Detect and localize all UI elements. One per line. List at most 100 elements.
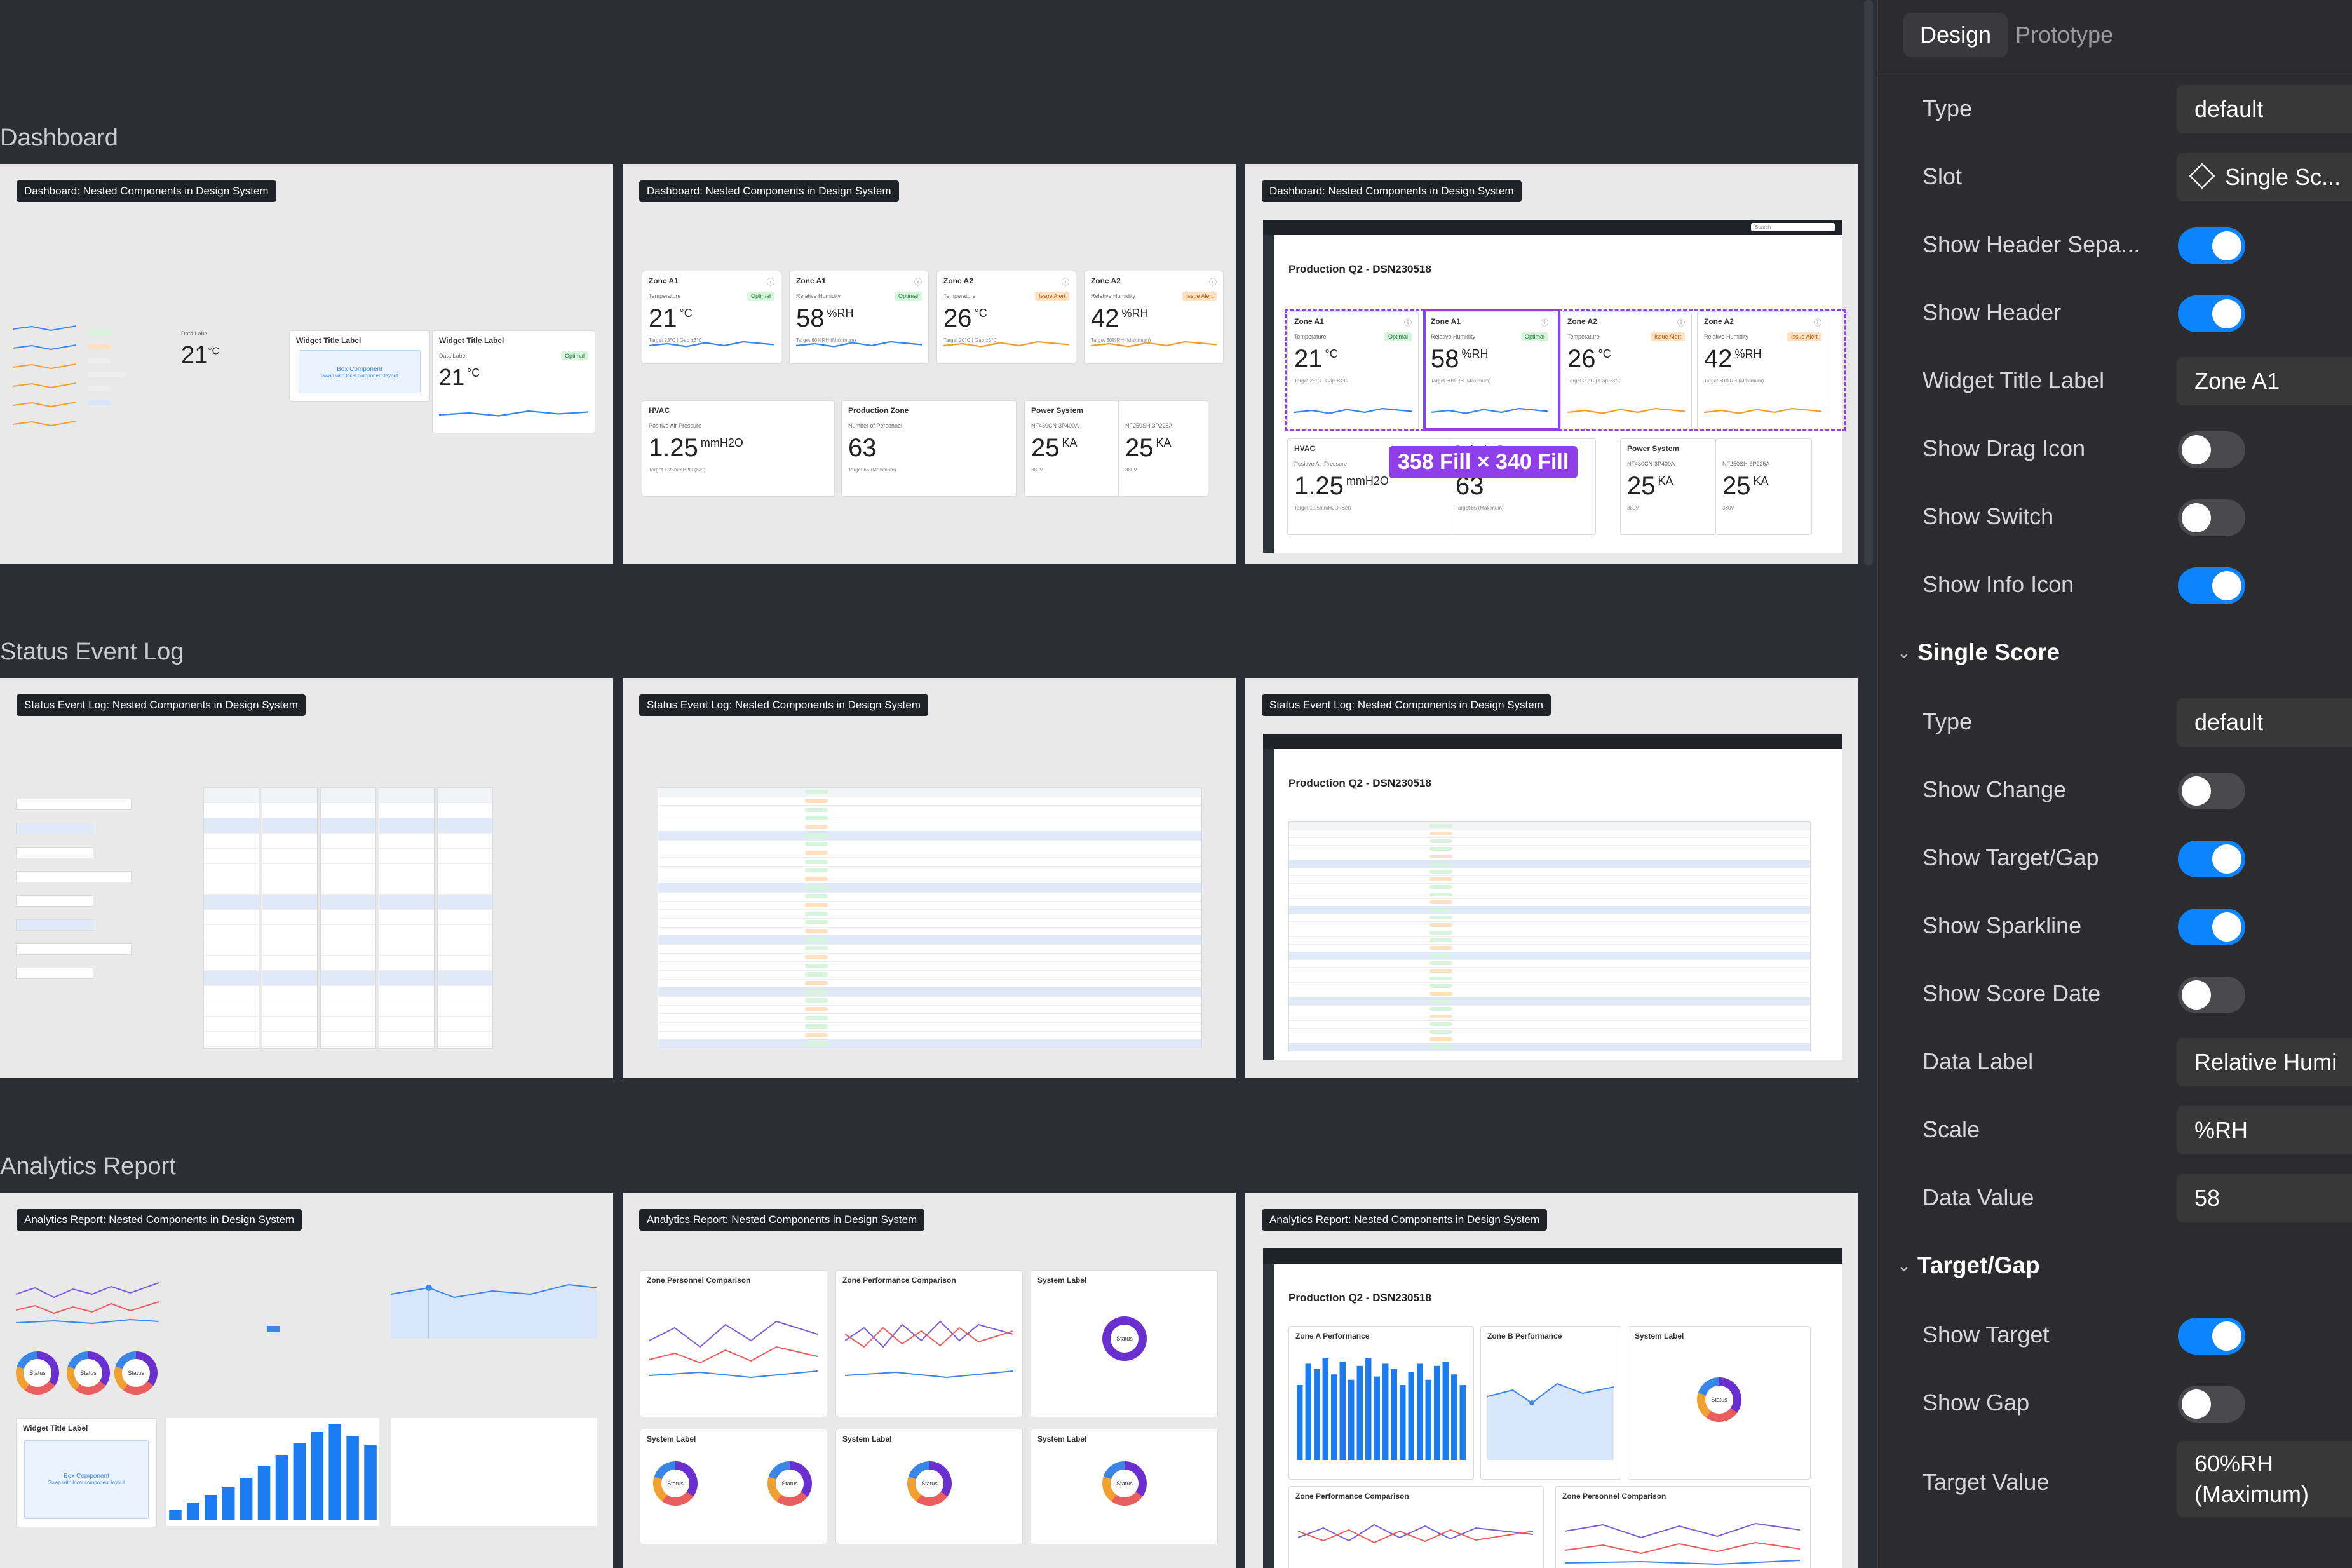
table-row[interactable] [1289,997,1810,1006]
table-row[interactable] [658,797,1201,806]
show-info-icon-toggle[interactable] [2178,567,2245,604]
table-row[interactable] [1289,952,1810,960]
table-row[interactable] [658,961,1201,971]
table-row[interactable] [658,831,1201,841]
table-row[interactable] [658,875,1201,884]
data-label-input[interactable]: Relative Humi [2177,1038,2352,1086]
info-icon[interactable]: ⓘ [1208,278,1217,287]
table-row[interactable] [658,970,1201,980]
chart-card-system-1[interactable]: System Label Status Status [640,1429,827,1544]
tab-design[interactable]: Design [1903,13,2008,57]
chart-card-zone-personnel[interactable]: Zone Personnel Comparison [1555,1486,1811,1568]
show-gap-toggle[interactable] [2178,1386,2245,1423]
table-row[interactable] [658,805,1201,814]
table-row[interactable] [1289,967,1810,975]
table-row[interactable] [658,866,1201,875]
chart-card-zone-a[interactable]: Zone A Performance [1288,1326,1474,1480]
zone-widget-card[interactable]: Zone A1 ⓘ Relative Humidity Optimal 58 %R… [789,271,929,364]
frame-analytics-components[interactable]: Analytics Report: Nested Components in D… [0,1193,613,1568]
table-row[interactable] [1289,1043,1810,1051]
chart-card-zone-b[interactable]: Zone B Performance [1480,1326,1621,1480]
zone-widget-card[interactable]: Zone A2 ⓘ Relative Humidity Issue Alert … [1697,311,1828,431]
table-row[interactable] [1289,906,1810,914]
table-row[interactable] [1289,891,1810,899]
table-row[interactable] [1289,929,1810,937]
table-row[interactable] [658,857,1201,867]
table-row[interactable] [1289,837,1810,846]
chart-card-system-2[interactable]: System Label Status [835,1429,1023,1544]
system-widget-card[interactable]: NF250SH-3P225A 25 KA 380V [1118,400,1208,497]
table-row[interactable] [1289,868,1810,876]
target-value-input[interactable]: 60%RH (Maximum) [2177,1441,2352,1517]
zone-widget-card[interactable]: Zone A2 ⓘ Relative Humidity Issue Alert … [1084,271,1224,364]
table-row[interactable] [1289,921,1810,929]
table-row[interactable] [658,944,1201,954]
table-row[interactable] [658,987,1201,997]
widget-card-value[interactable]: Widget Title Label Data Label Optimal 21… [432,330,595,433]
table-row[interactable] [658,918,1201,928]
system-widget-card[interactable]: Power System NF430CN-3P400A 25 KA 380V [1620,438,1717,535]
info-icon[interactable]: ⓘ [1403,318,1412,327]
table-row[interactable] [1289,936,1810,945]
frame-dashboard-app[interactable]: Dashboard: Nested Components in Design S… [1245,164,1858,564]
frame-status-app[interactable]: Status Event Log: Nested Components in D… [1245,678,1858,1078]
table-row[interactable] [1289,860,1810,868]
zone-widget-card[interactable]: Zone A1 ⓘ Temperature Optimal 21 °C Targe… [1287,311,1419,431]
show-header-separator-toggle[interactable] [2178,227,2245,264]
search-input[interactable]: Search [1751,223,1835,231]
show-switch-toggle[interactable] [2178,499,2245,536]
show-target-gap-toggle[interactable] [2178,841,2245,877]
table-row[interactable] [658,849,1201,858]
widget-card-box[interactable]: Widget Title Label Box Component Swap wi… [16,1418,157,1527]
info-icon[interactable]: ⓘ [914,278,922,287]
zone-widget-card[interactable]: Zone A2 ⓘ Temperature Issue Alert 26 °C T… [936,271,1076,364]
show-drag-icon-toggle[interactable] [2178,431,2245,468]
section-single-score[interactable]: Single Score [1917,639,2060,665]
info-icon[interactable]: ⓘ [1061,278,1069,287]
table-row[interactable] [658,909,1201,919]
system-widget-card[interactable]: Production Zone Number of Personnel 63 T… [841,400,1017,497]
frame-status-table[interactable]: Status Event Log: Nested Components in D… [623,678,1236,1078]
show-header-toggle[interactable] [2178,295,2245,332]
frame-analytics-app[interactable]: Analytics Report: Nested Components in D… [1245,1193,1858,1568]
table-row[interactable] [1289,1013,1810,1021]
widget-card-box[interactable]: Widget Title Label Box Component Swap wi… [289,330,430,402]
table-row[interactable] [658,1039,1201,1049]
tab-prototype[interactable]: Prototype [2015,22,2114,48]
system-widget-card[interactable]: Power System NF430CN-3P400A 25 KA 380V [1024,400,1119,497]
status-table[interactable] [1288,821,1811,1051]
type-select[interactable]: default [2177,85,2352,133]
chart-card-system-3[interactable]: System Label Status [1031,1429,1218,1544]
chart-card-zone-performance[interactable]: Zone Performance Comparison [1288,1486,1544,1568]
table-row[interactable] [1289,883,1810,891]
frame-analytics-widgets[interactable]: Analytics Report: Nested Components in D… [623,1193,1236,1568]
table-row[interactable] [658,1022,1201,1032]
table-row[interactable] [658,892,1201,902]
table-row[interactable] [1289,1028,1810,1036]
zone-widget-card[interactable]: Zone A1 ⓘ Temperature Optimal 21 °C Targe… [642,271,781,364]
table-row[interactable] [658,953,1201,963]
table-row[interactable] [658,788,1201,797]
table-row[interactable] [658,1031,1201,1041]
frame-dashboard-components[interactable]: Dashboard: Nested Components in Design S… [0,164,613,564]
table-row[interactable] [658,979,1201,989]
table-row[interactable] [1289,822,1810,830]
table-row[interactable] [658,883,1201,893]
chart-card-system[interactable]: System Label Status [1628,1326,1811,1480]
show-target-toggle[interactable] [2178,1318,2245,1355]
info-icon[interactable]: ⓘ [766,278,774,287]
show-sparkline-toggle[interactable] [2178,909,2245,945]
table-row[interactable] [1289,914,1810,922]
table-row[interactable] [658,823,1201,832]
frame-status-components[interactable]: Status Event Log: Nested Components in D… [0,678,613,1078]
table-row[interactable] [1289,845,1810,853]
chevron-down-icon[interactable]: ⌄ [1897,643,1911,662]
table-row[interactable] [1289,975,1810,983]
table-row[interactable] [1289,982,1810,990]
system-widget-card[interactable]: NF250SH-3P225A 25 KA 380V [1715,438,1812,535]
info-icon[interactable]: ⓘ [1540,318,1548,327]
status-table[interactable] [658,787,1202,1049]
table-row[interactable] [658,1013,1201,1023]
slot-field[interactable]: Single Sc... [2177,153,2352,201]
type2-select[interactable]: default [2177,698,2352,747]
